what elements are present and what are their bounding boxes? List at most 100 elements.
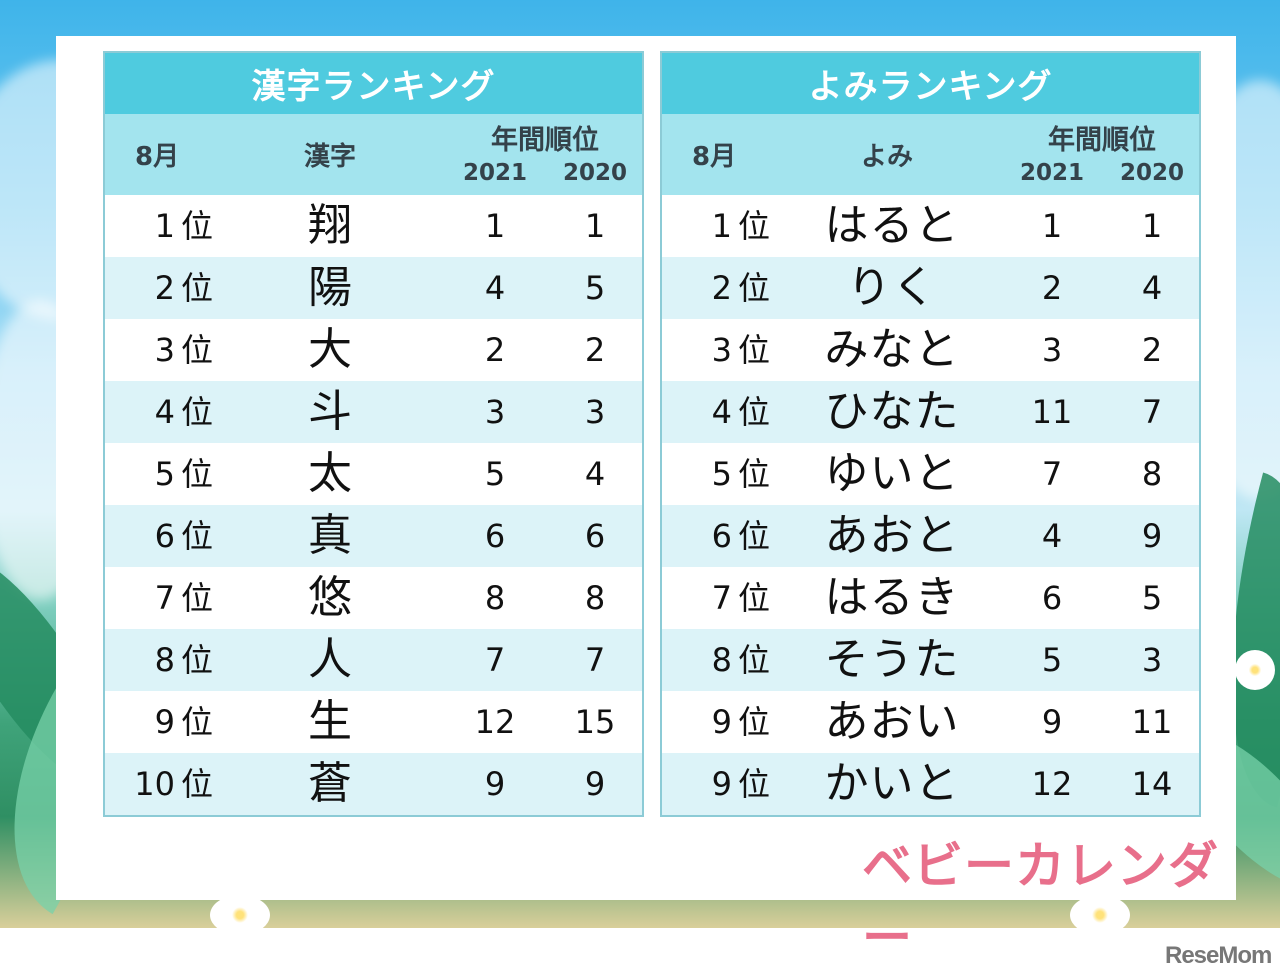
kanji: 悠 [308, 572, 352, 623]
header-year-2020: 2020 [1119, 160, 1184, 186]
table-row: 1 位はると 1 1 [662, 195, 1199, 257]
header-year-2021: 2021 [1019, 160, 1084, 186]
rank: 6 [154, 517, 175, 555]
rank: 3 [711, 331, 732, 369]
rank-unit: 位 [181, 269, 214, 307]
kanji: 斗 [308, 386, 352, 437]
rank: 2 [154, 269, 175, 307]
rank-unit: 位 [738, 207, 771, 245]
table-row: 7 位 はるき 6 5 [662, 567, 1199, 629]
flower-decoration [210, 895, 270, 928]
rank-2020: 4 [584, 455, 606, 493]
rank: 5 [711, 455, 732, 493]
rank-2021: 2 [1041, 269, 1063, 307]
header-year-2020: 2020 [562, 160, 627, 186]
rank: 9 [711, 703, 732, 741]
rank: 4 [154, 393, 175, 431]
rank-2021: 12 [474, 703, 516, 741]
header-annual-rank: 年間順位 [491, 125, 599, 156]
table-row: 6 位 あおと 4 9 [662, 505, 1199, 567]
kanji: 大 [308, 324, 352, 375]
kanji-ranking-title: 漢字ランキング [105, 53, 642, 114]
yomi: みなと [824, 324, 960, 375]
kanji: 人 [308, 634, 352, 685]
kanji: 真 [308, 510, 352, 561]
rank-2020: 1 [1141, 207, 1163, 245]
baby-calendar-logo: ベビーカレンダー [862, 837, 1219, 967]
rank-2020: 9 [584, 765, 606, 803]
rank-unit: 位 [181, 641, 214, 679]
rank-2021: 1 [1041, 207, 1063, 245]
rank-2021: 2 [484, 331, 506, 369]
yomi-ranking-title: よみランキング [662, 53, 1199, 114]
yomi-table-body: 1 位はると 1 1 2 位りく 2 4 3 位みなと 3 2 4 位ひなた 11 7 5 位ゆいと 7 8 … [662, 195, 1199, 815]
rank-2021: 7 [1041, 455, 1063, 493]
yomi: はると [824, 200, 960, 251]
rank-unit: 位 [181, 207, 214, 245]
flower-decoration [1235, 650, 1275, 690]
kanji-table-header: 8月 漢字 年間順位 2021 2020 [105, 114, 642, 195]
flower-decoration [1070, 895, 1130, 928]
yomi: あおい [824, 696, 960, 747]
rank-2020: 3 [1141, 641, 1163, 679]
rank-2021: 6 [484, 517, 506, 555]
rank-2021: 4 [1041, 517, 1063, 555]
rank-unit: 位 [738, 269, 771, 307]
rank-2020: 2 [1141, 331, 1163, 369]
rank: 9 [154, 703, 175, 741]
kanji: 太 [308, 448, 352, 499]
rank: 5 [154, 455, 175, 493]
rank-2021: 8 [484, 579, 506, 617]
header-yomi: よみ [860, 142, 913, 172]
yomi: ゆいと [824, 448, 960, 499]
yomi: ひなた [824, 386, 960, 437]
rank: 7 [711, 579, 732, 617]
rank-unit: 位 [738, 455, 771, 493]
rank-unit: 位 [738, 641, 771, 679]
header-annual-rank: 年間順位 [1048, 125, 1156, 156]
rank-2020: 7 [584, 641, 606, 679]
rank-unit: 位 [181, 703, 214, 741]
rank: 7 [154, 579, 175, 617]
rank-2020: 7 [1141, 393, 1163, 431]
yomi: りく [847, 262, 937, 313]
rank: 8 [711, 641, 732, 679]
rank-2020: 14 [1131, 765, 1173, 803]
header-year-2021: 2021 [462, 160, 527, 186]
rank-2020: 1 [584, 207, 606, 245]
rank: 2 [711, 269, 732, 307]
yomi: はるき [824, 572, 960, 623]
rank-2021: 6 [1041, 579, 1063, 617]
rank-unit: 位 [181, 331, 214, 369]
rank-2021: 7 [484, 641, 506, 679]
rank-unit: 位 [181, 579, 214, 617]
header-kanji: 漢字 [303, 142, 356, 172]
rank-2021: 12 [1031, 765, 1073, 803]
rank-2021: 11 [1031, 393, 1073, 431]
rank-2021: 3 [484, 393, 506, 431]
rank-2021: 4 [484, 269, 506, 307]
rank: 9 [711, 765, 732, 803]
rank: 8 [154, 641, 175, 679]
rank-2020: 8 [1141, 455, 1163, 493]
rank: 3 [154, 331, 175, 369]
rank: 6 [711, 517, 732, 555]
rank: 4 [711, 393, 732, 431]
rank-unit: 位 [738, 393, 771, 431]
kanji: 生 [308, 696, 352, 747]
table-row: 8 位 そうた 5 3 [662, 629, 1199, 691]
rank: 1 [154, 207, 175, 245]
yomi-table-header: 8月 よみ 年間順位 2021 2020 [662, 114, 1199, 195]
rank-unit: 位 [181, 393, 214, 431]
resemom-logo: ReseMom [1165, 942, 1272, 969]
rank-2020: 5 [1141, 579, 1163, 617]
rank-2021: 5 [1041, 641, 1063, 679]
kanji: 陽 [308, 262, 352, 313]
